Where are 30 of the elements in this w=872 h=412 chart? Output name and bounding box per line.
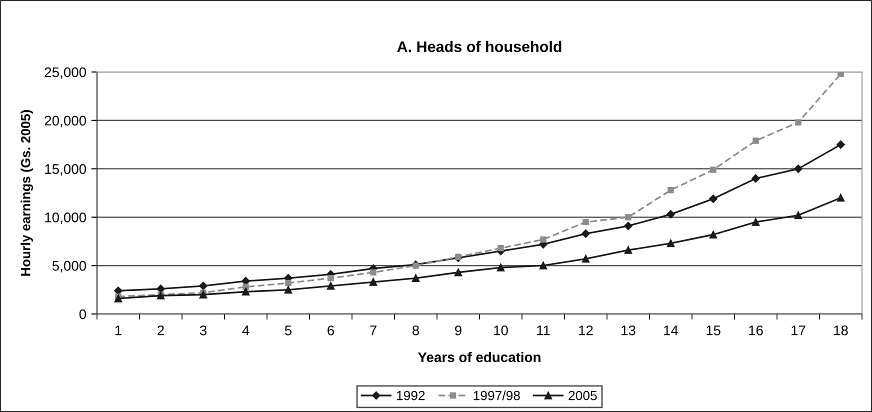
x-tick-label: 1	[115, 326, 122, 336]
x-tick-label: 11	[537, 326, 550, 336]
x-tick-label: 13	[622, 325, 636, 336]
x-axis-title: Years of education	[418, 352, 540, 362]
y-tick-label: 20,000	[44, 116, 86, 128]
y-tick-label: 15,000	[45, 164, 86, 176]
legend-label: 1992	[396, 390, 425, 400]
x-tick-label: 2	[158, 325, 164, 336]
x-tick-label: 5	[284, 326, 292, 336]
x-tick-label: 10	[494, 325, 508, 336]
y-tick-label: 10,000	[45, 212, 86, 224]
x-tick-label: 17	[792, 326, 806, 336]
legend-label: 1997/98	[474, 390, 520, 400]
x-tick-label: 9	[455, 325, 462, 336]
legend-label: 2005	[568, 390, 597, 400]
x-tick-label: 8	[412, 325, 420, 336]
chart-title: A. Heads of household	[397, 40, 562, 52]
y-tick-label: 25,000	[44, 67, 86, 79]
x-tick-label: 14	[664, 326, 678, 336]
x-tick-label: 16	[749, 325, 763, 336]
x-tick-label: 7	[370, 326, 376, 336]
y-axis-title: Hourly earnings (Gs. 2005)	[20, 110, 33, 276]
y-tick-label: 0	[79, 309, 86, 320]
x-tick-label: 18	[834, 325, 848, 336]
y-tick-label: 5,000	[52, 260, 86, 272]
x-tick-label: 6	[328, 325, 334, 336]
x-tick-label: 4	[242, 326, 250, 336]
x-tick-label: 15	[706, 326, 720, 336]
x-tick-label: 12	[579, 325, 593, 336]
x-tick-label: 3	[200, 325, 206, 336]
